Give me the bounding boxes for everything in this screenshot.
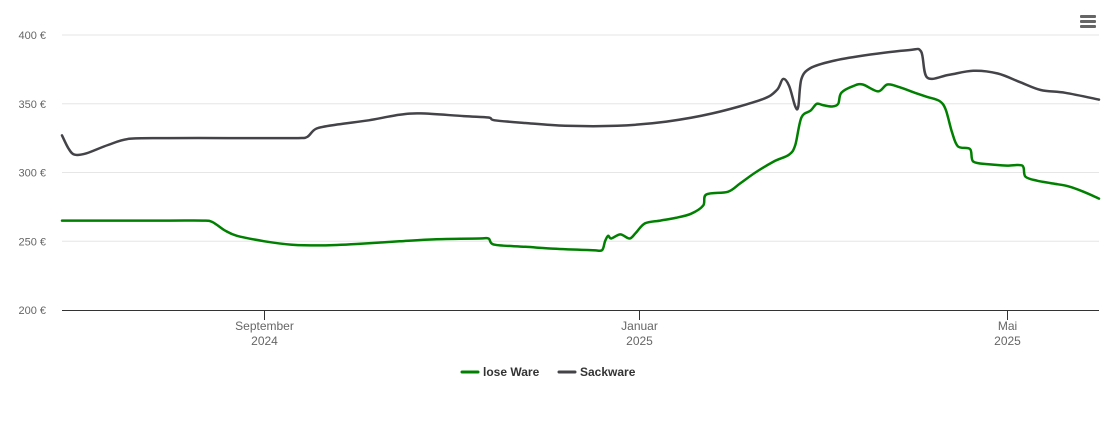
x-tick-label: Mai	[998, 319, 1017, 333]
x-tick-sublabel: 2024	[251, 334, 278, 348]
series-line-sackware	[60, 47, 1101, 157]
legend: lose Ware Sackware	[460, 365, 636, 379]
x-tick-label: September	[235, 319, 294, 333]
y-axis-ticks: 200 € 250 € 300 € 350 € 400 €	[18, 30, 46, 317]
y-tick-label: 200 €	[18, 305, 46, 317]
hamburger-menu-icon[interactable]	[1076, 10, 1100, 32]
legend-item-label: Sackware	[580, 365, 636, 379]
legend-item-label: lose Ware	[483, 365, 540, 379]
y-tick-label: 400 €	[18, 30, 46, 42]
gridlines	[62, 34, 1099, 242]
x-tick-label: Januar	[621, 319, 658, 333]
series-line-lose-ware	[60, 82, 1101, 253]
series-lines	[60, 47, 1101, 253]
x-tick-sublabel: 2025	[626, 334, 653, 348]
y-tick-label: 300 €	[18, 168, 46, 180]
y-tick-label: 350 €	[18, 99, 46, 111]
x-tick-sublabel: 2025	[994, 334, 1021, 348]
y-tick-label: 250 €	[18, 236, 46, 248]
